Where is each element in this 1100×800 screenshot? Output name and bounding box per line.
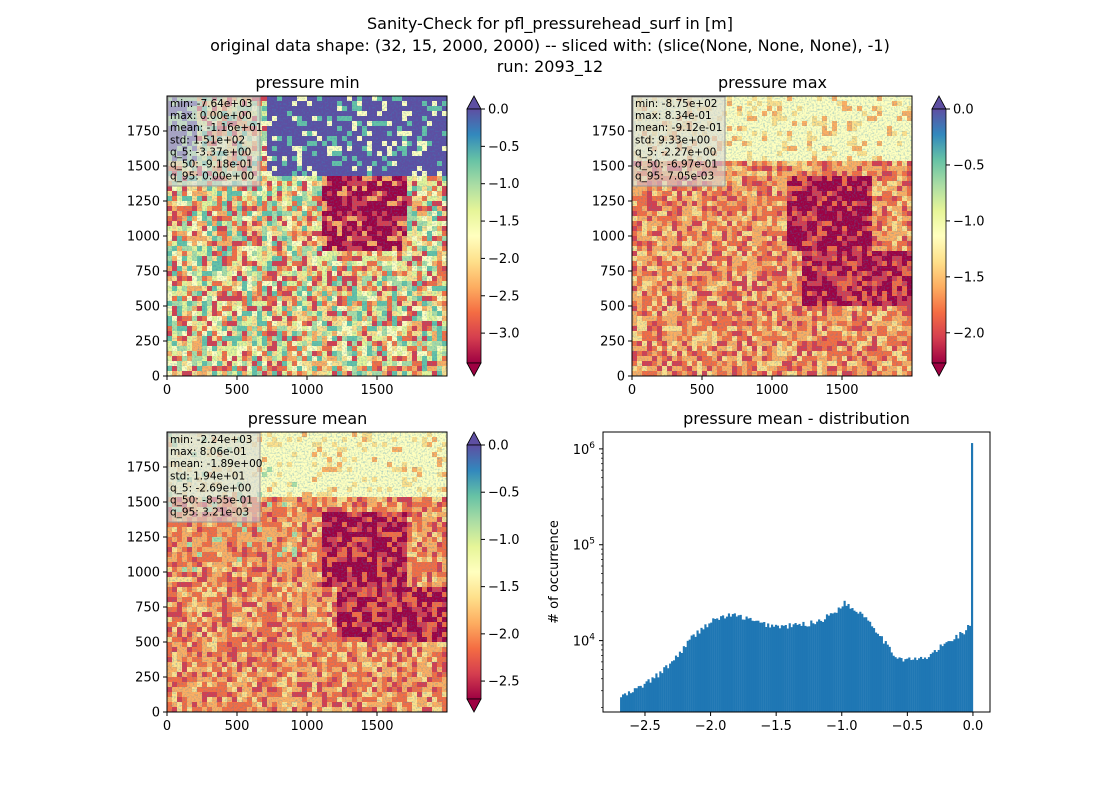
pressure-min-heatmap xyxy=(167,96,448,377)
colorbar-tick-label: 0.0 xyxy=(488,103,509,118)
stats-line: std: 1.51e+02 xyxy=(170,134,245,146)
colorbar-extend-top xyxy=(466,95,482,110)
pressure-min-colorbar: 0.0 −0.5 −1.0 −1.5 −2.0 −2.5 −3.0 xyxy=(466,95,520,377)
colorbar-tick-label: −2.5 xyxy=(488,289,520,304)
pressure-max-title: pressure max xyxy=(718,73,827,92)
colorbar-tick-label: −2.0 xyxy=(488,252,520,267)
colorbar-tick-label: −3.0 xyxy=(488,327,520,342)
stats-box-bg xyxy=(167,96,261,187)
pressure-min-panel: pressure min 0 500 1000 1500 0 250 500 750 1000… xyxy=(127,73,520,398)
figure-title-line-2: original data shape: (32, 15, 2000, 2000… xyxy=(210,36,890,55)
figure-title: Sanity-Check for pfl_pressurehead_surf i… xyxy=(210,14,890,77)
stats-line: mean: -1.16e+01 xyxy=(170,122,262,134)
colorbar-extend-bottom xyxy=(466,362,482,377)
stats-line: q_50: -9.18e-01 xyxy=(170,159,253,171)
pressure-min-y-axis: 0 250 500 750 1000 1250 1500 1750 xyxy=(127,125,167,385)
stats-line: q_5: -3.37e+00 xyxy=(170,146,251,158)
y-tick-label: 750 xyxy=(135,265,160,280)
y-tick-label: 500 xyxy=(135,300,160,315)
colorbar-gradient xyxy=(466,108,482,364)
y-tick-label: 1500 xyxy=(127,160,160,175)
x-tick-label: 0 xyxy=(163,383,171,398)
x-tick-label: 1500 xyxy=(360,383,393,398)
colorbar-tick-label: −1.5 xyxy=(488,215,520,230)
y-tick-label: 250 xyxy=(135,335,160,350)
y-tick-label: 1750 xyxy=(127,125,160,140)
x-tick-label: 1000 xyxy=(290,383,323,398)
pressure-min-title: pressure min xyxy=(255,73,359,92)
figure-title-line-3: run: 2093_12 xyxy=(497,57,603,77)
stats-line: max: 0.00e+00 xyxy=(170,110,252,122)
stats-line: q_95: 0.00e+00 xyxy=(170,171,254,183)
y-tick-label: 1000 xyxy=(127,230,160,245)
x-tick-label: 500 xyxy=(225,383,250,398)
stats-line: min: -7.64e+03 xyxy=(170,98,252,110)
y-tick-label: 0 xyxy=(152,370,160,385)
y-tick-label: 1250 xyxy=(127,195,160,210)
colorbar-tick-label: −1.0 xyxy=(488,177,520,192)
pressure-min-x-axis: 0 500 1000 1500 xyxy=(163,376,394,398)
pressure-max-panel: pressure max 0 500 1000 1500 02505007501000… xyxy=(592,73,985,398)
colorbar-tick-label: −0.5 xyxy=(488,140,520,155)
figure-title-line-1: Sanity-Check for pfl_pressurehead_surf i… xyxy=(367,14,733,34)
